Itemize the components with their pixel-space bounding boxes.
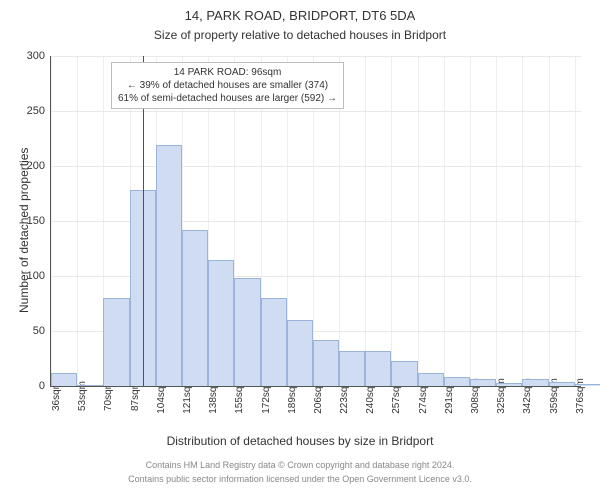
histogram-bar (313, 340, 339, 386)
gridline-horizontal (51, 111, 581, 112)
histogram-bar (496, 383, 522, 386)
y-tick-label: 0 (39, 380, 45, 392)
histogram-bar (261, 298, 287, 386)
y-tick-label: 200 (27, 160, 45, 172)
histogram-bar (470, 379, 496, 386)
histogram-bar (418, 373, 444, 386)
y-tick-label: 150 (27, 215, 45, 227)
chart-title: 14, PARK ROAD, BRIDPORT, DT6 5DA (0, 8, 600, 23)
y-tick-label: 100 (27, 270, 45, 282)
histogram-bar (182, 230, 208, 386)
footer-line-2: Contains public sector information licen… (0, 474, 600, 484)
histogram-bar (522, 379, 548, 386)
histogram-bar (77, 385, 103, 386)
histogram-bar (287, 320, 313, 386)
y-tick-label: 300 (27, 50, 45, 62)
gridline-horizontal (51, 166, 581, 167)
histogram-bar (208, 260, 234, 387)
histogram-bar (365, 351, 391, 386)
histogram-bar (549, 382, 575, 386)
histogram-bar (51, 373, 77, 386)
annotation-line: 61% of semi-detached houses are larger (… (118, 92, 337, 105)
annotation-line: 14 PARK ROAD: 96sqm (118, 66, 337, 79)
plot-area: Number of detached properties 36sqm53sqm… (50, 56, 581, 387)
chart-container: { "header": { "title": "14, PARK ROAD, B… (0, 0, 600, 500)
footer-line-1: Contains HM Land Registry data © Crown c… (0, 460, 600, 470)
histogram-bar (339, 351, 365, 386)
histogram-bar (234, 278, 260, 386)
annotation-line: ← 39% of detached houses are smaller (37… (118, 79, 337, 92)
y-tick-label: 50 (33, 325, 45, 337)
histogram-bar (103, 298, 129, 386)
annotation-box: 14 PARK ROAD: 96sqm← 39% of detached hou… (111, 62, 344, 109)
histogram-bar (575, 384, 600, 386)
histogram-bar (156, 145, 182, 386)
x-axis-title: Distribution of detached houses by size … (0, 434, 600, 448)
histogram-bar (444, 377, 470, 386)
y-axis-label: Number of detached properties (17, 148, 31, 313)
y-tick-label: 250 (27, 105, 45, 117)
gridline-horizontal (51, 56, 581, 57)
chart-subtitle: Size of property relative to detached ho… (0, 28, 600, 42)
histogram-bar (391, 361, 417, 386)
